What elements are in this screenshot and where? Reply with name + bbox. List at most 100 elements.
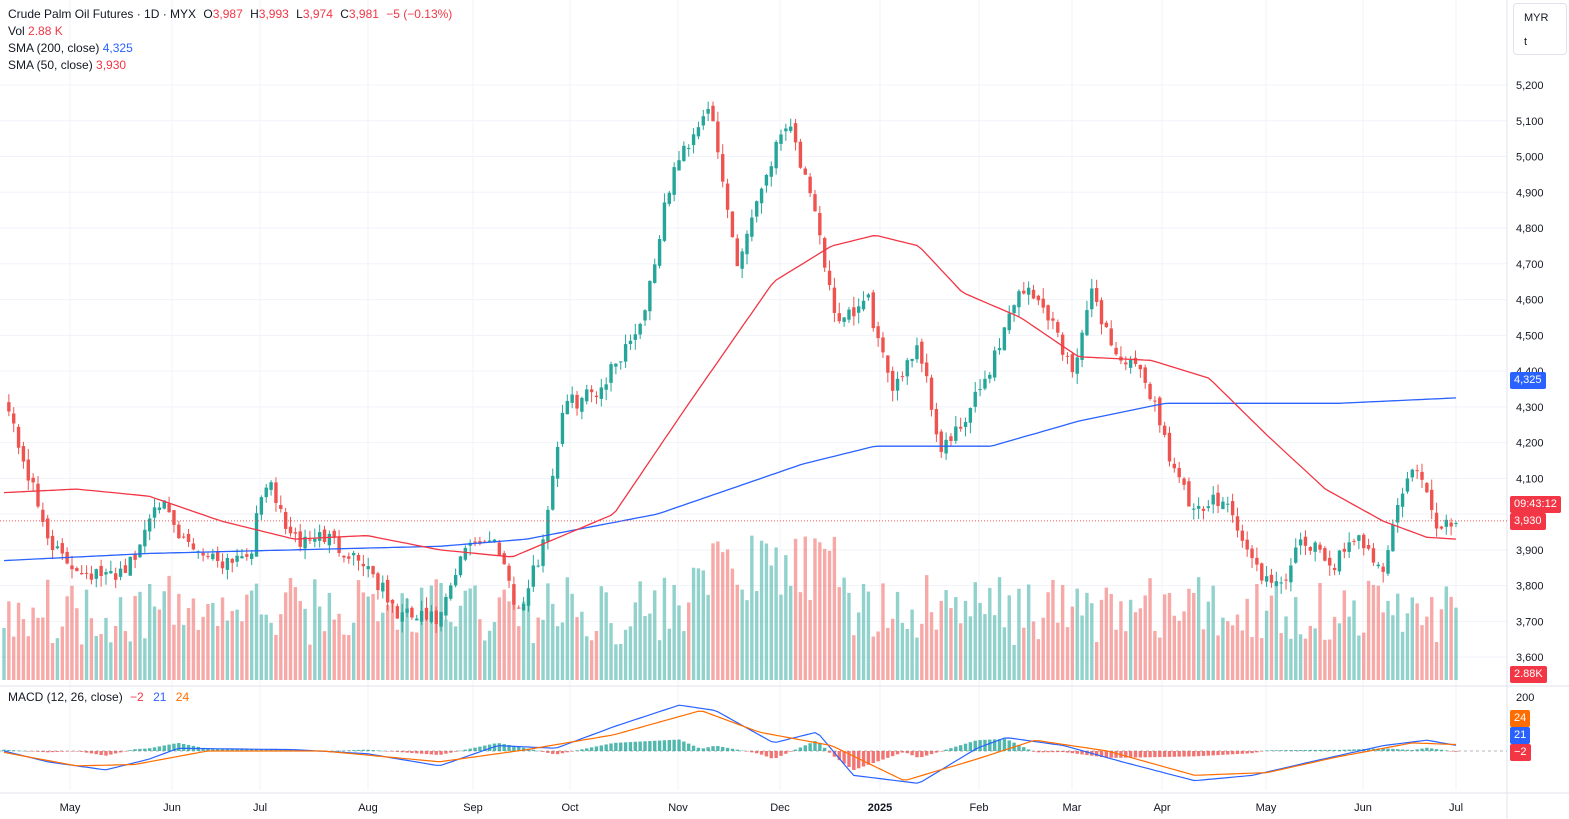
price-axis-label: 4,600 (1516, 295, 1544, 307)
volume-bar (1007, 595, 1011, 680)
macd-histogram-bar (958, 745, 963, 751)
sma200-row[interactable]: SMA (200, close) 4,325 (8, 40, 452, 57)
volume-bar (1430, 597, 1434, 680)
volume-bar (711, 543, 715, 680)
volume-bar (313, 579, 317, 680)
candle-body (1075, 357, 1079, 374)
candle-body (1056, 322, 1060, 333)
volume-bar (337, 613, 341, 680)
macd-histogram-bar (745, 751, 749, 752)
candle-body (41, 509, 45, 522)
volume-bar (750, 535, 754, 680)
volume-bar (619, 643, 623, 680)
volume-bar (575, 617, 579, 680)
symbol-title[interactable]: Crude Palm Oil Futures · 1D · MYX (8, 7, 197, 21)
volume-bar (1041, 617, 1045, 680)
candle-body (866, 294, 871, 298)
candle-body (667, 192, 671, 204)
macd-histogram-bar (609, 743, 613, 751)
candle-body (235, 555, 239, 562)
volume-bar (1216, 635, 1220, 680)
volume-bar (973, 582, 977, 680)
price-axis-label: 4,500 (1516, 330, 1544, 342)
volume-bar (565, 577, 570, 680)
candle-body (963, 422, 968, 427)
volume-bar (628, 626, 633, 680)
volume-bar (764, 543, 769, 680)
volume-bar (220, 597, 225, 680)
macd-histogram-bar (759, 751, 764, 755)
candle-body (191, 543, 196, 550)
candle-body (79, 572, 84, 575)
macd-legend[interactable]: MACD (12, 26, close) −2 21 24 (8, 690, 189, 704)
macd-histogram-bar (827, 751, 832, 753)
macd-histogram-bar (60, 751, 64, 752)
volume-bar (653, 590, 657, 680)
candle-body (725, 183, 730, 210)
volume-bar (1080, 615, 1084, 680)
volume-bar (526, 587, 531, 680)
volume-bar (152, 606, 157, 680)
volume-bar (317, 606, 322, 680)
macd-histogram-bar (711, 746, 715, 751)
volume-bar (458, 605, 463, 680)
volume-row[interactable]: Vol 2.88 K (8, 23, 452, 40)
candle-body (332, 530, 336, 538)
macd-histogram-bar (1226, 751, 1230, 755)
volume-bar (1386, 600, 1390, 680)
volume-bar (1065, 627, 1070, 680)
volume-bar (1206, 601, 1211, 680)
price-axis-label: 4,800 (1516, 223, 1544, 235)
volume-bar (424, 620, 429, 680)
macd-histogram-bar (128, 750, 132, 751)
volume-bar (1026, 584, 1031, 680)
candle-body (1347, 542, 1351, 552)
time-axis-label: Aug (358, 802, 378, 814)
macd-histogram-bar (1182, 751, 1186, 757)
volume-bar (691, 567, 696, 680)
time-axis-label: Apr (1153, 802, 1170, 814)
volume-bar (881, 583, 885, 680)
close-value: 3,981 (348, 7, 379, 21)
macd-histogram-bar (1352, 749, 1356, 751)
volume-bar (196, 629, 200, 680)
macd-histogram-bar (555, 751, 560, 755)
macd-histogram-bar (1046, 751, 1050, 753)
macd-histogram-bar (181, 743, 186, 751)
volume-bar (677, 605, 681, 680)
currency-unit-box[interactable]: MYR t (1513, 3, 1567, 55)
macd-histogram-bar (662, 740, 667, 751)
volume-bar (551, 603, 555, 680)
candle-body (551, 475, 555, 510)
macd-histogram-bar (1007, 740, 1011, 751)
macd-histogram-bar (395, 751, 400, 752)
macd-histogram-bar (740, 750, 744, 752)
macd-histogram-bar (910, 751, 914, 756)
volume-bar (157, 609, 162, 680)
volume-bar (186, 607, 191, 680)
volume-bar (31, 607, 35, 680)
macd-histogram-bar (415, 751, 419, 754)
volume-bar (507, 601, 511, 680)
macd-histogram-bar (1230, 751, 1235, 755)
candle-body (1128, 360, 1133, 368)
candle-body (1279, 582, 1283, 584)
macd-histogram-bar (1070, 751, 1075, 754)
candle-body (774, 141, 778, 169)
candle-body (1046, 305, 1050, 321)
candle-body (861, 300, 866, 310)
macd-histogram-bar (852, 751, 856, 771)
macd-histogram-bar (220, 748, 225, 751)
volume-bar (1085, 592, 1089, 680)
macd-histogram-bar (99, 751, 103, 755)
macd-histogram-bar (1201, 751, 1206, 756)
candle-body (1405, 478, 1410, 492)
sma50-row[interactable]: SMA (50, close) 3,930 (8, 57, 452, 74)
macd-histogram-bar (1162, 751, 1167, 757)
macd-histogram-bar (1328, 749, 1332, 751)
volume-bar (75, 608, 79, 680)
macd-histogram-bar (21, 750, 26, 752)
macd-histogram-bar (638, 741, 642, 751)
macd-histogram-bar (978, 740, 982, 751)
